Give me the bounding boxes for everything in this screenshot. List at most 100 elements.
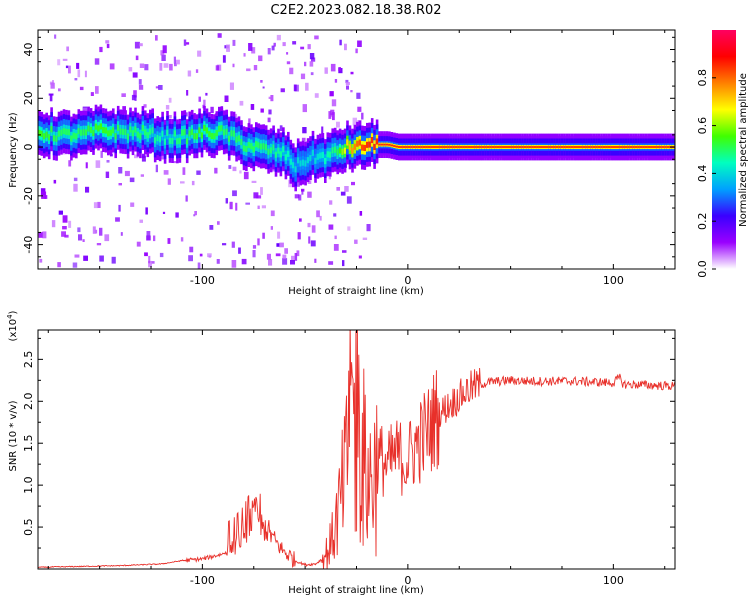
spectrogram-speckle: [49, 81, 54, 85]
spectrogram-ridge: [267, 148, 270, 155]
spectrogram-ridge: [395, 145, 399, 148]
spectrogram-speckle: [180, 181, 185, 184]
spectrogram-speckle: [122, 106, 126, 114]
spectrogram-ridge: [595, 146, 598, 148]
spectrogram-ridge: [415, 146, 418, 148]
spectrogram-speckle: [105, 171, 110, 178]
spectrogram-speckle: [252, 250, 256, 258]
spectrogram-speckle: [301, 189, 304, 195]
spectrogram-speckle: [245, 202, 250, 205]
spectrogram-speckle: [68, 220, 72, 228]
spectrogram-ridge: [568, 146, 571, 148]
spectrogram-speckle: [307, 191, 312, 198]
spectrogram-speckle: [168, 97, 172, 103]
spectrogram-ridge: [195, 133, 199, 140]
spectrogram-speckle: [261, 205, 266, 209]
spectrogram-speckle: [197, 50, 202, 57]
spectrogram-speckle: [329, 200, 333, 205]
spectrogram-ridge: [363, 144, 367, 151]
spectrogram-speckle: [243, 53, 246, 57]
spectrogram-speckle: [234, 113, 238, 118]
spectrogram-ridge: [587, 146, 591, 148]
spectrogram-ridge: [358, 139, 362, 146]
spectrogram-speckle: [307, 44, 311, 50]
spectrogram-speckle: [95, 160, 101, 168]
spectrogram-speckle: [250, 104, 255, 110]
spectrogram-speckle: [79, 86, 84, 91]
spectrogram-speckle: [73, 177, 78, 182]
spectrogram-ridge: [77, 128, 81, 135]
spectrogram-speckle: [144, 64, 149, 71]
spectrogram-speckle: [310, 72, 314, 76]
spectrogram-speckle: [307, 180, 312, 184]
spectrogram-speckle: [143, 104, 147, 108]
spectrogram-speckle: [347, 226, 351, 231]
spectrogram-ridge: [282, 146, 285, 153]
spectrogram-ridge: [346, 139, 349, 146]
spectrogram-speckle: [270, 95, 274, 102]
spectrogram-ridge: [255, 141, 258, 148]
spectrogram-speckle: [228, 165, 232, 169]
spectrogram-ridge: [124, 129, 127, 136]
spectrogram-ridge: [161, 130, 164, 137]
spectrogram-ridge: [612, 146, 616, 148]
spectrogram-speckle: [99, 46, 103, 53]
spectrogram-speckle: [352, 117, 357, 126]
spectrogram-ridge: [292, 162, 295, 169]
spectrogram-ridge: [311, 149, 315, 156]
spectrogram-speckle: [232, 166, 237, 172]
spectrogram-speckle: [106, 43, 110, 49]
spectrogram-speckle: [217, 33, 222, 38]
spectrogram-ridge: [215, 130, 219, 137]
spectrogram-speckle: [340, 191, 346, 196]
spectrogram-ridge: [563, 146, 566, 148]
spectrogram-ridge: [153, 137, 157, 144]
spectrogram-ridge: [469, 146, 473, 148]
spectrogram-ridge: [553, 146, 556, 148]
spectrogram-ridge: [203, 124, 206, 131]
spectrogram-speckle: [160, 50, 165, 56]
spectrogram-ridge: [257, 142, 261, 149]
spectrogram-speckle: [232, 190, 237, 197]
spectrogram-ridge: [287, 150, 290, 157]
spectrogram-ridge: [188, 130, 191, 137]
spectrogram-ridge: [474, 146, 477, 148]
spectrogram-speckle: [286, 52, 289, 55]
colorbar-label: Normalized spectral amplitude: [738, 73, 749, 227]
spectrogram-ridge: [272, 144, 275, 151]
spectrogram-speckle: [309, 61, 314, 67]
spectrogram-ridge: [402, 146, 406, 148]
spectrogram-speckle: [85, 186, 90, 193]
spectrogram-ridge: [666, 146, 670, 148]
spectrogram-ridge: [289, 158, 293, 165]
spectrogram-speckle: [232, 39, 236, 46]
spectrogram-speckle: [95, 86, 99, 94]
spectrogram-speckle: [62, 58, 68, 61]
spectrogram-speckle: [298, 194, 302, 201]
spectrogram-speckle: [256, 195, 262, 199]
spectrogram-speckle: [205, 92, 208, 96]
spectrogram-speckle: [96, 243, 102, 246]
spectrogram-speckle: [275, 253, 281, 257]
spectrogram-speckle: [94, 58, 100, 65]
spectrogram-ridge: [366, 141, 369, 148]
spectrogram-ridge: [60, 129, 63, 136]
spectrogram-speckle: [118, 167, 123, 174]
spectrogram-ridge: [193, 133, 196, 140]
spectrogram-speckle: [203, 99, 206, 107]
spectrogram-ridge: [173, 130, 177, 137]
snr-axes: -100 0 100 0.5 1.0 1.5 2.0 2.5: [22, 330, 675, 587]
spectrogram-ridge: [656, 146, 660, 148]
spectrogram-ridge: [570, 146, 574, 148]
spectrogram-ridge: [102, 127, 105, 134]
spectrogram-speckle: [290, 260, 295, 265]
x-tick-label: 0: [404, 274, 411, 287]
spectrogram-speckle: [286, 61, 291, 65]
spectrogram-ridge: [496, 146, 500, 148]
x-tick-label: 100: [603, 574, 624, 587]
colorbar-axis: 0.0 0.2 0.4 0.6 0.8: [696, 69, 716, 278]
spectrogram-ridge: [521, 146, 524, 148]
colorbar-strip: [712, 30, 736, 269]
spectrogram-ridge: [543, 146, 547, 148]
spectrogram-speckle: [251, 180, 257, 183]
